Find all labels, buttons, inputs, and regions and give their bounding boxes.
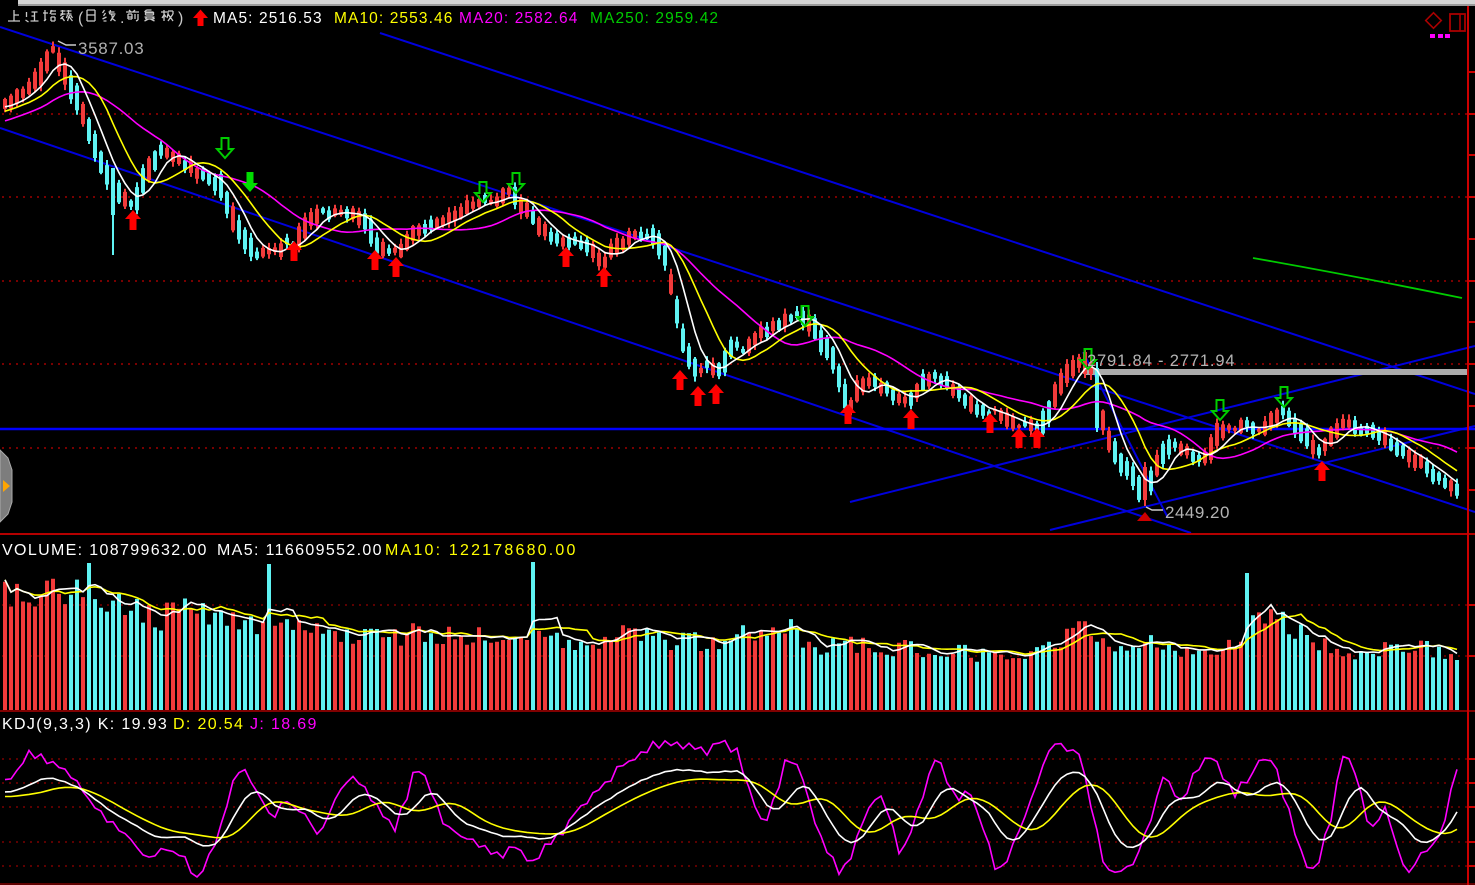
svg-text:MA20: 2582.64: MA20: 2582.64 xyxy=(459,10,578,27)
svg-text:3587.03: 3587.03 xyxy=(78,39,144,58)
svg-text:.: . xyxy=(120,10,124,27)
svg-text:): ) xyxy=(178,10,183,27)
svg-text:MA10: 2553.46: MA10: 2553.46 xyxy=(334,10,453,27)
svg-text:KDJ(9,3,3) K: 19.93: KDJ(9,3,3) K: 19.93 xyxy=(2,716,168,733)
svg-text:MA5: 2516.53: MA5: 2516.53 xyxy=(213,10,323,27)
svg-text:MA250: 2959.42: MA250: 2959.42 xyxy=(590,10,719,27)
svg-text:2449.20: 2449.20 xyxy=(1165,503,1230,522)
svg-text:MA5: 116609552.00: MA5: 116609552.00 xyxy=(217,542,383,559)
svg-text:VOLUME: 108799632.00: VOLUME: 108799632.00 xyxy=(2,542,208,559)
svg-text:D: 20.54: D: 20.54 xyxy=(173,716,244,733)
svg-text:2791.84 - 2771.94: 2791.84 - 2771.94 xyxy=(1087,352,1235,370)
svg-text:MA10: 122178680.00: MA10: 122178680.00 xyxy=(385,542,578,559)
svg-text:(: ( xyxy=(78,10,84,27)
svg-text:J: 18.69: J: 18.69 xyxy=(250,716,318,733)
